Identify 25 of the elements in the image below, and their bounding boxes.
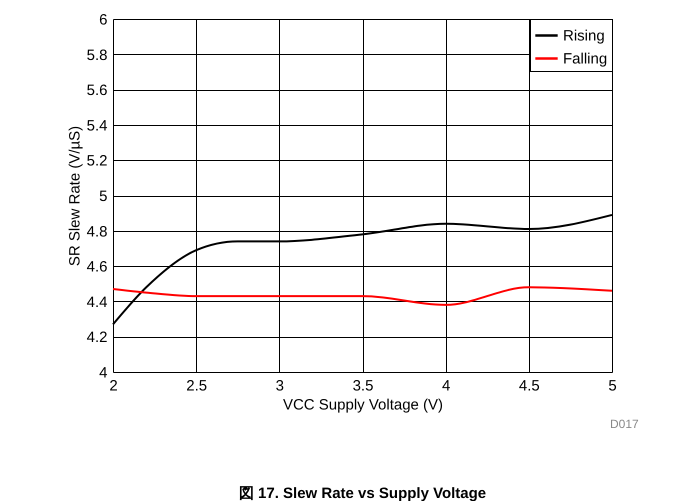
legend-label: Falling xyxy=(563,50,608,68)
y-tick-label: 5 xyxy=(99,188,108,205)
line-series xyxy=(112,286,613,306)
x-tick-label: 2 xyxy=(109,378,118,394)
y-tick-label: 5.2 xyxy=(86,152,108,170)
y-tick-label: 4.6 xyxy=(86,258,108,276)
x-tick-label: 2.5 xyxy=(186,378,208,394)
x-tick-label: 4 xyxy=(442,378,450,394)
y-tick-label: 4.8 xyxy=(86,223,108,240)
x-tick-label: 3 xyxy=(276,378,284,394)
y-tick-label: 4.4 xyxy=(86,294,108,311)
y-tick-label: 4.2 xyxy=(86,329,108,346)
y-tick-label: 5.4 xyxy=(86,117,108,134)
x-tick-label: 3.5 xyxy=(352,378,374,394)
x-tick-label: 5 xyxy=(608,378,617,394)
y-axis-title: SR Slew Rate (V/µS) xyxy=(66,126,84,266)
y-tick-label: 6 xyxy=(99,12,108,28)
legend-label: Rising xyxy=(563,28,605,44)
y-tick-label: 5.6 xyxy=(86,82,108,100)
x-axis-title: VCC Supply Voltage (V) xyxy=(282,396,444,414)
text: 図 17. Slew Rate vs Supply Voltage xyxy=(238,485,486,501)
text: D017 xyxy=(610,417,640,431)
y-tick-label: 5.8 xyxy=(86,46,108,64)
y-tick-label: 4 xyxy=(99,364,108,382)
x-tick-label: 4.5 xyxy=(518,378,540,394)
